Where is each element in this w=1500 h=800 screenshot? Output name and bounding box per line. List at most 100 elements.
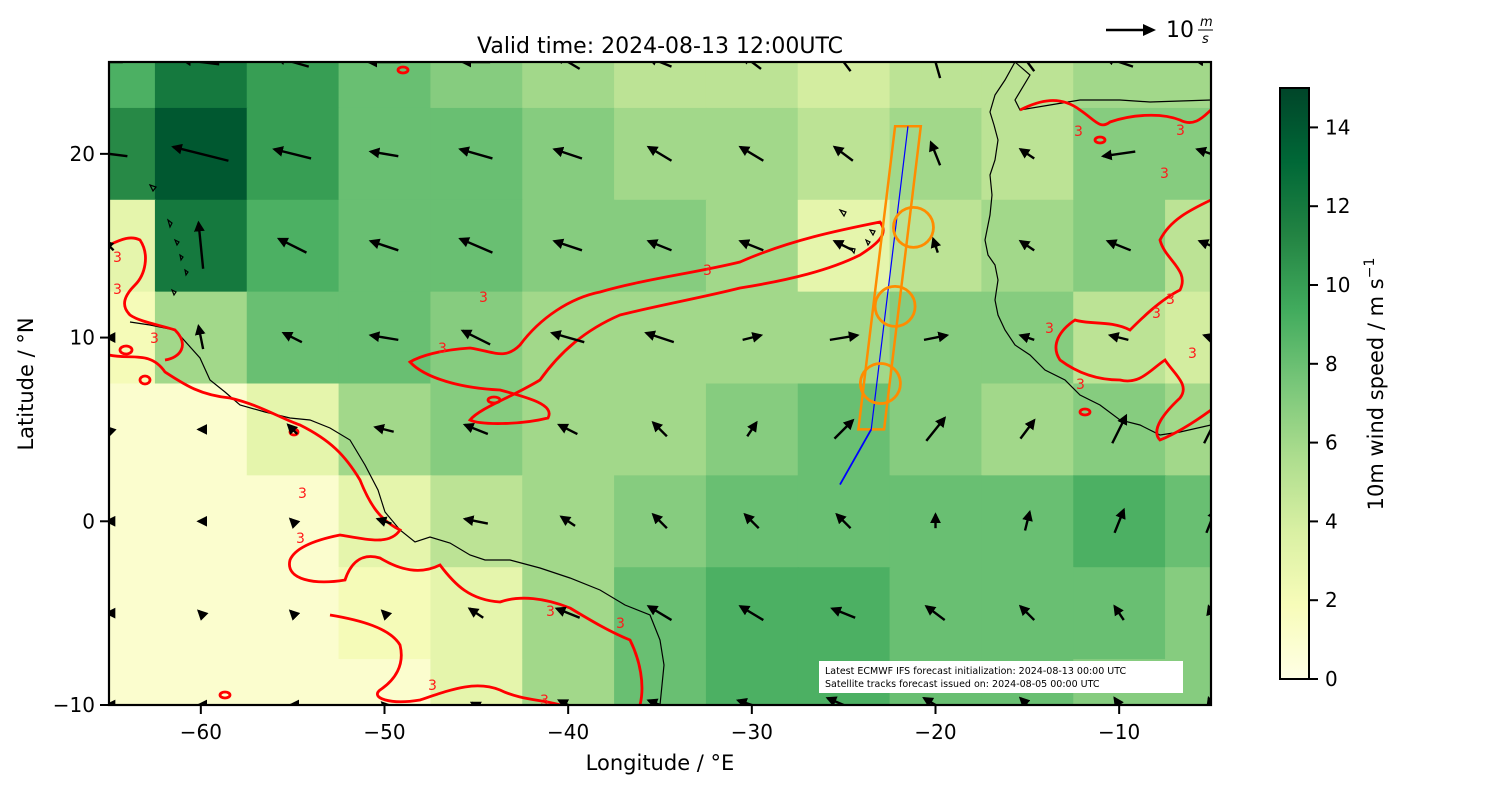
wind-arrows [109, 62, 1211, 705]
wind-arrow [1197, 239, 1211, 250]
wind-arrow [469, 701, 482, 705]
wind-arrow [1113, 604, 1125, 621]
annotation-forecast-init: Latest ECMWF IFS forecast initialization… [825, 666, 1126, 677]
wind-arrow [738, 239, 764, 252]
x-tick-label: −10 [1098, 720, 1140, 744]
wind-arrow [646, 145, 673, 162]
wind-arrow [1103, 62, 1134, 68]
contour-brazil-south [329, 613, 561, 705]
contour-label: 3 [150, 331, 159, 347]
y-tick-label: −10 [53, 693, 95, 717]
y-axis-label: Latitude / °N [14, 317, 38, 450]
contour-label: 3 [1074, 124, 1083, 140]
x-tick-label: −20 [914, 720, 956, 744]
track-extension [839, 428, 872, 485]
wind-arrow [380, 701, 393, 705]
wind-arrow [554, 606, 581, 619]
wind-arrow [922, 696, 938, 705]
wind-arrow [373, 423, 394, 435]
wind-arrow [1202, 332, 1211, 344]
y-tick-label: 20 [70, 142, 95, 166]
wind-arrow [109, 239, 115, 252]
sampling-circle [873, 284, 917, 328]
wind-arrow [552, 146, 583, 160]
contour-label: 3 [1045, 321, 1054, 337]
wind-arrow [830, 606, 856, 619]
wind-arrow [1195, 146, 1211, 158]
wind-arrow [1018, 148, 1035, 160]
wind-arrow [742, 332, 764, 343]
wind-arrow [462, 423, 489, 436]
contour-label: 3 [1166, 292, 1175, 308]
contour-africa-north [1019, 99, 1211, 127]
colorbar-tick-label: 10 [1325, 273, 1350, 297]
contour-labels: 3 3 3 3 3 3 3 3 3 3 3 3 3 3 3 3 3 3 3 3 [113, 123, 1197, 709]
speed-cell [522, 659, 616, 705]
speed-cell [109, 62, 156, 109]
x-tick-label: −60 [180, 720, 222, 744]
wind-arrow [460, 329, 491, 346]
wind-arrow [825, 696, 847, 705]
contour-label: 3 [113, 250, 122, 266]
speed-cell [430, 62, 524, 109]
wind-arrow [288, 517, 301, 529]
wind-arrow [552, 238, 583, 252]
speed-cell [1073, 62, 1167, 109]
speed-cell [889, 62, 983, 109]
annotation-background [819, 661, 1183, 693]
speed-cell [797, 62, 891, 109]
wind-arrow [286, 423, 299, 435]
wind-arrow [559, 515, 576, 527]
wind-arrow [835, 512, 852, 530]
contour-label: 3 [1188, 346, 1197, 362]
wind-arrow [272, 146, 312, 160]
colorbar-tick-label: 6 [1325, 431, 1338, 455]
wind-arrow [1113, 507, 1126, 534]
wind-arrow [462, 515, 489, 526]
contours-3ms [109, 65, 1211, 705]
wind-arrow [651, 421, 668, 438]
y-axis: −10 0 10 20 [53, 142, 109, 717]
contour-label: 3 [540, 693, 549, 709]
contour-label: 3 [479, 290, 488, 306]
speed-cell [338, 62, 432, 109]
quiver-key-value: 10 [1166, 18, 1194, 43]
wind-arrow [829, 331, 860, 343]
wind-arrow [651, 512, 668, 530]
speed-cell [1165, 567, 1211, 661]
wind-arrow [930, 236, 942, 253]
contour-label: 3 [546, 604, 555, 620]
wind-arrow [557, 699, 571, 705]
speed-cell [109, 475, 156, 569]
wind-arrow [924, 604, 946, 622]
speed-cell [338, 659, 432, 705]
sampling-circle [859, 362, 902, 405]
colorbar-label-exponent: −1 [1362, 258, 1378, 279]
colorbar-tick-label: 12 [1325, 194, 1350, 218]
wind-arrow [1019, 418, 1036, 440]
contour-label: 3 [703, 263, 712, 279]
wind-speed-field [109, 62, 1211, 705]
contour-label: 3 [1076, 377, 1085, 393]
contour-label: 3 [298, 486, 307, 502]
contour-caribbean-west [109, 236, 184, 362]
wind-arrow [194, 323, 206, 350]
x-axis-label: Longitude / °E [586, 751, 735, 775]
wind-arrow [288, 609, 301, 621]
speed-cell [614, 62, 707, 109]
contour-brazil-interior [109, 353, 644, 705]
y-tick-label: 10 [70, 326, 95, 350]
track-centerline [870, 126, 909, 430]
wind-arrow [1018, 696, 1031, 705]
wind-arrow [375, 516, 392, 527]
speed-cell [109, 291, 156, 385]
x-tick-label: −40 [547, 720, 589, 744]
speed-cell [109, 199, 156, 293]
quiver-key-arrowhead [1143, 24, 1156, 36]
contour-small-cells [118, 65, 1107, 700]
speed-cell [109, 567, 156, 661]
colorbar-tick-label: 14 [1325, 115, 1350, 139]
coastline-west-africa-north [984, 62, 1211, 436]
wind-arrow [109, 425, 117, 438]
